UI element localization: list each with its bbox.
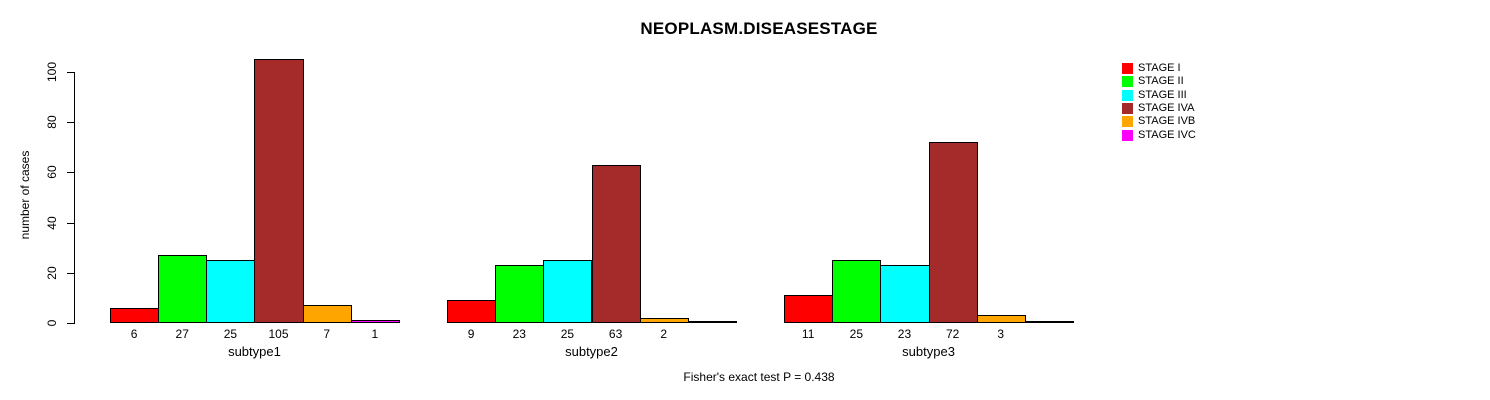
legend-swatch — [1122, 62, 1133, 74]
bar-value-label: 23 — [512, 327, 526, 341]
bar — [880, 265, 930, 323]
legend-label: STAGE IVC — [1138, 129, 1196, 141]
y-axis-tick — [67, 122, 74, 123]
bar-value-label: 7 — [323, 327, 330, 341]
legend-row: STAGE IVB — [1122, 115, 1195, 127]
y-axis-tick — [67, 72, 74, 73]
legend-swatch — [1122, 102, 1133, 114]
legend-label: STAGE I — [1138, 62, 1181, 74]
legend-row: STAGE IVC — [1122, 129, 1196, 141]
bar-value-label: 9 — [467, 327, 475, 341]
y-axis-line — [74, 72, 75, 324]
legend-swatch — [1122, 89, 1133, 101]
bar-value-label: 25 — [560, 327, 575, 341]
group-label: subtype3 — [902, 344, 955, 359]
chart-title: NEOPLASM.DISEASESTAGE — [640, 19, 878, 38]
caption: Fisher's exact test P = 0.438 — [683, 370, 835, 384]
group-label: subtype1 — [228, 344, 281, 359]
y-axis-label: number of cases — [18, 150, 32, 240]
y-axis-tick — [67, 323, 74, 324]
y-axis-tick — [67, 172, 74, 173]
legend-row: STAGE II — [1122, 75, 1184, 87]
bar — [495, 265, 545, 323]
bar-value-label: 23 — [897, 327, 912, 341]
bar — [639, 318, 689, 323]
legend-swatch — [1122, 129, 1133, 141]
bar — [302, 305, 352, 323]
bar-value-label: 25 — [223, 327, 238, 341]
bar — [206, 260, 256, 323]
bar — [543, 260, 593, 323]
y-axis-tick — [67, 273, 74, 274]
legend-label: STAGE III — [1138, 89, 1187, 101]
bar — [447, 300, 497, 323]
legend-label: STAGE IVB — [1138, 115, 1196, 127]
bar — [591, 165, 641, 323]
group-label: subtype2 — [565, 344, 618, 359]
bar — [976, 315, 1026, 323]
bar-value-label: 63 — [608, 327, 623, 341]
bar-value-label: 2 — [660, 327, 668, 341]
bar-value-label: 3 — [997, 327, 1005, 341]
legend-label: STAGE II — [1138, 75, 1184, 87]
bar — [1024, 321, 1074, 323]
bar — [784, 295, 834, 323]
bar-value-label: 72 — [945, 327, 960, 341]
bar — [350, 320, 400, 323]
y-axis-tick-label: 80 — [45, 115, 59, 129]
y-axis-tick-label: 0 — [45, 319, 59, 327]
bar — [832, 260, 882, 323]
bar — [254, 59, 304, 323]
y-axis-tick-label: 100 — [45, 61, 59, 83]
legend-swatch — [1122, 75, 1133, 87]
y-axis-tick — [67, 223, 74, 224]
y-axis-tick-label: 20 — [45, 266, 59, 280]
bar-value-label: 1 — [371, 327, 379, 341]
legend-row: STAGE IVA — [1122, 102, 1194, 114]
bar-value-label: 105 — [268, 327, 289, 341]
y-axis-tick-label: 40 — [45, 216, 59, 230]
legend-row: STAGE III — [1122, 89, 1187, 101]
bar — [928, 142, 978, 323]
bar — [687, 321, 737, 323]
bar-value-label: 25 — [849, 327, 863, 341]
bar-value-label: 27 — [175, 327, 189, 341]
bar — [158, 255, 208, 323]
bar-value-label: 6 — [130, 327, 138, 341]
bar — [110, 308, 160, 323]
bar-value-label: 11 — [801, 327, 815, 341]
y-axis-tick-label: 60 — [45, 165, 59, 179]
legend-swatch — [1122, 115, 1133, 127]
legend-row: STAGE I — [1122, 62, 1181, 74]
legend-label: STAGE IVA — [1138, 102, 1195, 114]
